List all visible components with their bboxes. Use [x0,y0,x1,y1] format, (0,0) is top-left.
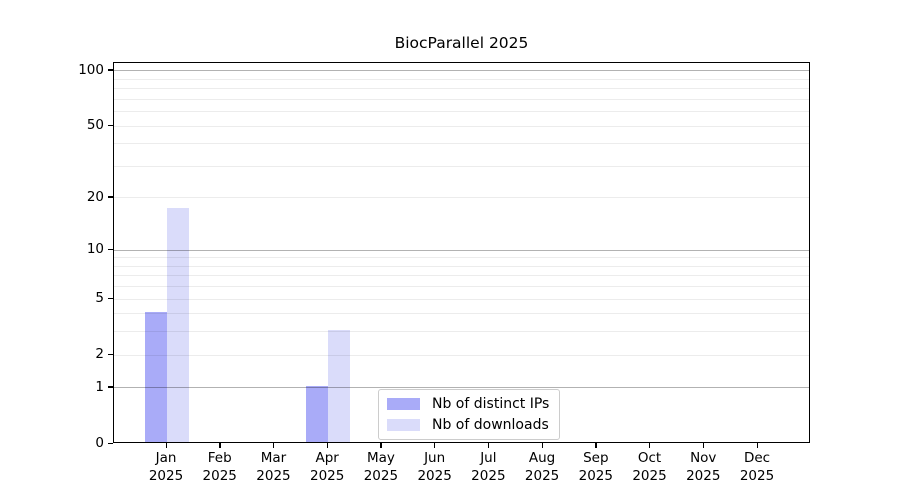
y-tick-0 [108,442,113,444]
x-tick-apr [326,443,328,448]
x-tick-label-jun: Jun 2025 [417,450,452,484]
gridline-9 [114,257,809,259]
y-tick-label-5: 5 [95,290,104,307]
legend-swatch-distinct-ips [387,398,420,410]
legend: Nb of distinct IPs Nb of downloads [378,389,561,440]
gridline-6 [114,286,809,288]
x-tick-nov [702,443,705,448]
x-tick-sep [595,443,597,448]
y-tick-label-2: 2 [95,346,104,363]
gridline-5 [114,298,809,300]
y-tick-100 [108,69,113,71]
x-tick-label-sep: Sep 2025 [578,450,613,484]
y-tick-2 [108,353,113,355]
x-tick-label-jul: Jul 2025 [471,450,506,484]
y-tick-1 [108,386,113,388]
legend-swatch-downloads [387,419,420,431]
gridline-80 [114,88,809,90]
gridline-4 [114,313,809,315]
gridline-7 [114,275,809,277]
legend-entry-distinct-ips: Nb of distinct IPs [387,396,549,412]
y-tick-50 [108,124,113,127]
x-tick-jun [434,443,436,448]
x-tick-label-feb: Feb 2025 [202,450,237,484]
x-tick-label-oct: Oct 2025 [632,450,667,484]
gridline-90 [114,78,809,80]
x-tick-label-aug: Aug 2025 [524,450,560,484]
x-tick-label-apr: Apr 2025 [309,450,345,484]
gridline-50 [114,125,809,127]
bar-distinct-ips-jan [145,311,167,442]
y-tick-5 [108,297,113,299]
x-tick-jan [165,443,167,448]
gridline-2 [114,354,809,356]
x-tick-label-nov: Nov 2025 [686,450,721,484]
x-tick-feb [219,443,221,448]
legend-label: Nb of downloads [432,417,549,433]
bar-distinct-ips-apr [306,385,329,442]
gridline-70 [114,98,809,100]
y-tick-20 [108,196,113,198]
bar-downloads-jan [167,208,189,442]
chart-title: BiocParallel 2025 [394,34,529,52]
legend-label: Nb of distinct IPs [432,396,550,412]
y-tick-label-10: 10 [86,241,104,258]
gridline-60 [114,111,809,113]
plot-area [113,62,810,443]
x-tick-mar [272,443,275,448]
gridline-40 [114,143,809,145]
x-tick-aug [541,443,543,448]
legend-entry-downloads: Nb of downloads [387,417,549,433]
x-tick-label-mar: Mar 2025 [256,450,291,484]
x-tick-jul [487,443,490,448]
x-tick-dec [756,443,758,448]
gridline-1 [114,387,809,389]
x-tick-label-jan: Jan 2025 [148,450,184,484]
x-tick-label-dec: Dec 2025 [739,450,775,484]
gridline-100 [114,70,809,72]
x-tick-oct [649,443,651,448]
gridline-20 [114,197,809,199]
y-tick-label-0: 0 [95,435,104,451]
bar-downloads-apr [328,329,351,442]
x-tick-may [380,443,382,448]
gridline-10 [114,249,809,251]
y-tick-label-100: 100 [78,61,104,78]
gridline-3 [114,331,809,333]
y-tick-label-1: 1 [95,378,104,395]
y-tick-label-20: 20 [86,188,104,205]
x-tick-label-may: May 2025 [363,450,399,484]
gridline-30 [114,165,809,167]
bars-layer [114,63,809,442]
gridline-8 [114,265,809,267]
y-tick-10 [108,248,113,250]
grid-layer [114,63,809,442]
y-tick-label-50: 50 [86,117,104,134]
